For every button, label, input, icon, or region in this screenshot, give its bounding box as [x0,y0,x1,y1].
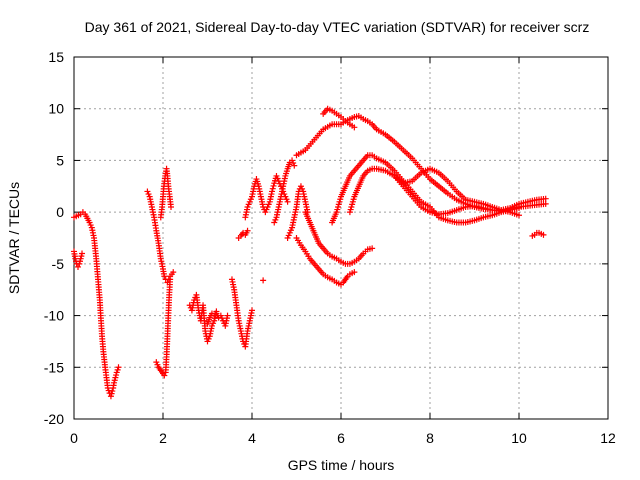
data-point [249,307,255,314]
x-tick-label: 4 [248,430,256,446]
data-point [351,269,358,276]
y-tick-label: -10 [44,308,64,324]
data-point [516,212,522,219]
x-tick-label: 2 [159,430,167,446]
data-point [351,124,358,131]
data-point [542,200,549,207]
data-point [161,372,168,379]
data-point [369,245,376,252]
y-tick-label: 5 [56,152,64,168]
data-point [167,276,174,283]
y-tick-label: -20 [44,411,64,427]
data-point [269,188,276,195]
x-tick-label: 8 [426,430,434,446]
data-points [71,105,549,400]
data-point [213,308,220,315]
x-tick-label: 6 [337,430,345,446]
axis-ticks: 0 2 4 6 8 10 12 -20 -15 -10 -5 0 5 10 15 [44,49,616,446]
x-tick-label: 0 [70,430,78,446]
data-point [115,364,122,371]
data-point [542,195,549,202]
x-tick-label: 12 [600,430,616,446]
y-tick-label: -15 [44,359,64,375]
data-point [269,185,276,192]
y-axis-label: SDTVAR / TECUs [6,182,22,294]
grid-lines [74,57,608,419]
chart-title: Day 361 of 2021, Sidereal Day-to-day VTE… [85,19,590,35]
y-tick-label: 10 [48,101,64,117]
y-tick-label: 0 [56,204,64,220]
y-tick-label: 15 [48,49,64,65]
x-tick-label: 10 [511,430,527,446]
data-point [540,231,547,238]
x-axis-label: GPS time / hours [288,457,395,473]
y-tick-label: -5 [52,256,65,272]
data-point [284,198,291,205]
data-point [109,388,116,395]
data-point [260,277,267,284]
data-point [168,203,175,210]
data-point [244,227,251,234]
data-point [270,182,277,189]
data-point [79,250,86,257]
data-point [291,162,298,169]
data-point [224,312,231,319]
data-point [170,269,177,276]
data-point [75,263,82,270]
data-point [161,273,168,280]
